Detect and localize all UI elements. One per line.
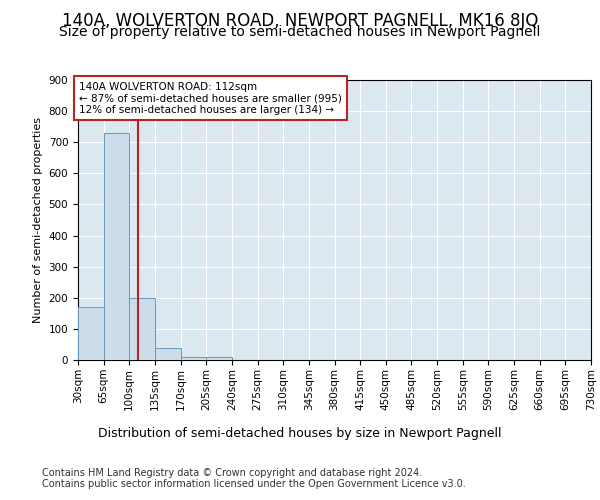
Bar <box>104 133 130 360</box>
Bar <box>130 298 155 360</box>
Text: Contains public sector information licensed under the Open Government Licence v3: Contains public sector information licen… <box>42 479 466 489</box>
Y-axis label: Number of semi-detached properties: Number of semi-detached properties <box>33 117 43 323</box>
Text: 140A WOLVERTON ROAD: 112sqm
← 87% of semi-detached houses are smaller (995)
12% : 140A WOLVERTON ROAD: 112sqm ← 87% of sem… <box>79 82 341 115</box>
Text: Distribution of semi-detached houses by size in Newport Pagnell: Distribution of semi-detached houses by … <box>98 428 502 440</box>
Bar <box>155 348 181 360</box>
Text: Contains HM Land Registry data © Crown copyright and database right 2024.: Contains HM Land Registry data © Crown c… <box>42 468 422 477</box>
Text: 140A, WOLVERTON ROAD, NEWPORT PAGNELL, MK16 8JQ: 140A, WOLVERTON ROAD, NEWPORT PAGNELL, M… <box>62 12 538 30</box>
Text: Size of property relative to semi-detached houses in Newport Pagnell: Size of property relative to semi-detach… <box>59 25 541 39</box>
Bar <box>181 357 206 360</box>
Bar <box>206 357 232 360</box>
Bar <box>78 307 104 360</box>
